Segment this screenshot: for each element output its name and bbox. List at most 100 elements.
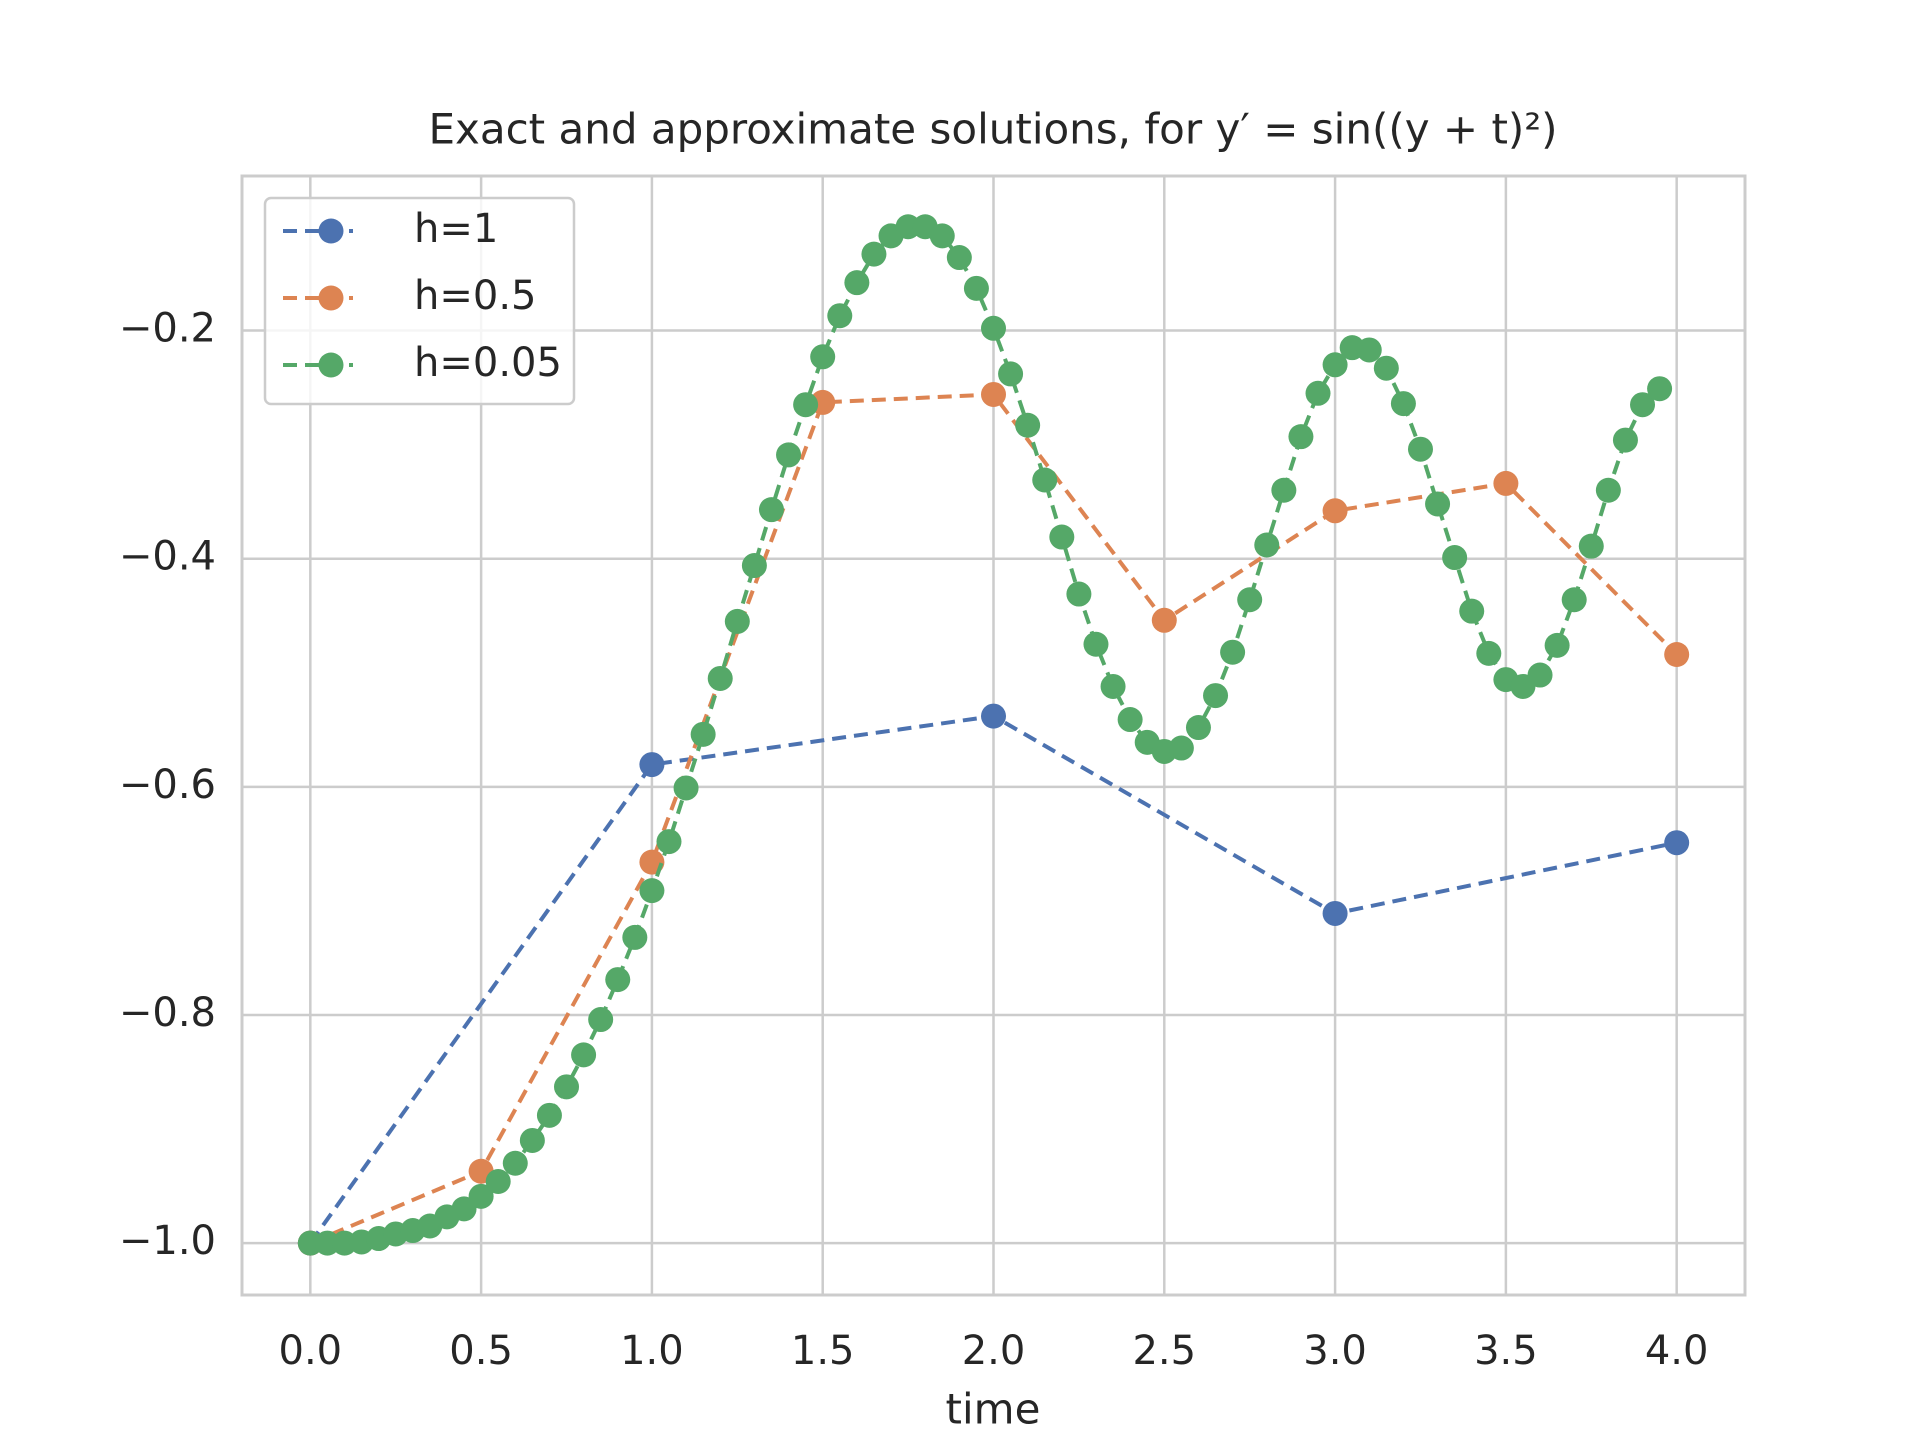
data-point (1425, 491, 1451, 517)
data-point (793, 392, 819, 418)
data-point (297, 1230, 323, 1256)
x-tick-label: 3.0 (1303, 1328, 1367, 1374)
data-point (1032, 467, 1058, 493)
x-tick-label: 1.5 (791, 1328, 855, 1374)
data-point (639, 752, 665, 778)
data-point (571, 1042, 597, 1068)
data-point (1544, 632, 1570, 658)
data-point (1185, 715, 1211, 741)
legend-box (263, 196, 576, 406)
data-point (1220, 639, 1246, 665)
x-tick-label: 1.0 (620, 1328, 684, 1374)
data-point (622, 924, 648, 950)
data-point (810, 344, 836, 370)
data-point (1595, 477, 1621, 503)
legend-marker (318, 218, 344, 244)
data-point (554, 1074, 580, 1100)
x-tick-label: 4.0 (1645, 1328, 1709, 1374)
data-point (314, 1230, 340, 1256)
legend-marker (318, 285, 344, 311)
data-point (981, 381, 1006, 407)
data-point (1664, 642, 1690, 668)
data-point (776, 442, 802, 468)
data-point (946, 245, 972, 271)
data-point (1066, 581, 1092, 607)
data-point (605, 967, 631, 993)
data-point (1237, 587, 1263, 613)
data-point (485, 1169, 511, 1195)
data-point (981, 315, 1006, 341)
data-point (536, 1102, 562, 1128)
x-tick-label: 3.5 (1474, 1328, 1538, 1374)
legend-marker (318, 352, 344, 378)
x-tick-label: 2.0 (962, 1328, 1026, 1374)
data-point (1117, 707, 1143, 733)
y-tick-label: −0.6 (119, 762, 216, 808)
data-point (1390, 391, 1416, 417)
data-point (1630, 392, 1656, 418)
data-point (690, 721, 716, 747)
data-point (1305, 380, 1331, 406)
data-point (1151, 607, 1177, 633)
data-point (451, 1196, 477, 1222)
data-point (673, 775, 699, 801)
data-point (741, 553, 767, 579)
data-point (1442, 545, 1468, 571)
data-point (519, 1127, 545, 1153)
data-point (929, 223, 955, 249)
data-point (1578, 533, 1604, 559)
data-point (1288, 424, 1314, 450)
y-tick-label: −0.8 (119, 990, 216, 1036)
data-point (827, 303, 853, 329)
x-tick-label: 0.0 (279, 1328, 343, 1374)
data-point (1356, 337, 1382, 363)
y-tick-label: −0.2 (119, 306, 216, 352)
data-point (468, 1183, 494, 1209)
data-point (1083, 631, 1109, 657)
legend-label: h=0.05 (414, 340, 562, 386)
data-point (656, 829, 682, 855)
data-point (1459, 598, 1485, 624)
x-tick-label: 2.5 (1132, 1328, 1196, 1374)
chart-title: Exact and approximate solutions, for y′ … (428, 105, 1557, 154)
data-point (1612, 427, 1638, 453)
x-axis-label: time (946, 1385, 1041, 1434)
data-point (1271, 477, 1297, 503)
data-point (1254, 532, 1280, 558)
data-point (998, 361, 1024, 387)
y-tick-label: −1.0 (119, 1218, 216, 1264)
data-point (861, 241, 887, 267)
data-point (502, 1150, 528, 1176)
data-point (639, 878, 665, 904)
data-point (1322, 352, 1348, 378)
data-point (1322, 900, 1348, 926)
legend-label: h=1 (414, 206, 498, 252)
data-point (981, 703, 1006, 729)
data-point (1476, 640, 1502, 666)
data-point (1049, 524, 1075, 550)
data-point (844, 270, 870, 296)
data-point (1561, 587, 1587, 613)
data-point (1015, 412, 1041, 438)
y-tick-label: −0.4 (119, 534, 216, 580)
data-point (1407, 436, 1433, 462)
data-point (758, 497, 784, 523)
data-point (1100, 673, 1126, 699)
data-point (1373, 355, 1399, 381)
data-point (963, 275, 989, 301)
data-point (707, 665, 733, 691)
data-point (1322, 498, 1348, 524)
data-point (1203, 683, 1229, 709)
legend: h=1 h=0.5 h=0.05 (263, 196, 576, 406)
data-point (895, 214, 921, 240)
data-point (1647, 376, 1673, 402)
data-point (1168, 735, 1194, 761)
data-point (1664, 830, 1690, 856)
plot-frame (240, 174, 1747, 1297)
data-point (588, 1007, 614, 1033)
data-point (1527, 662, 1553, 688)
x-tick-label: 0.5 (449, 1328, 513, 1374)
data-point (724, 608, 750, 634)
